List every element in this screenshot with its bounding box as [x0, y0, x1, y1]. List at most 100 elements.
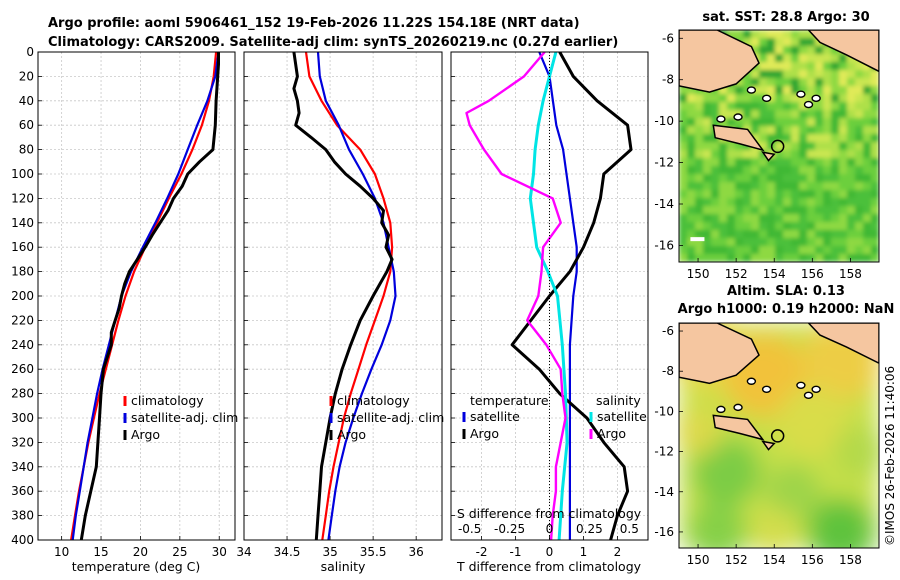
- field-cell: [799, 134, 807, 142]
- field-cell: [855, 254, 863, 262]
- field-cell: [719, 254, 727, 262]
- y-tick-label: -8: [662, 73, 674, 87]
- field-cell: [791, 94, 799, 102]
- field-cell: [839, 54, 847, 62]
- field-cell: [679, 94, 687, 102]
- field-cell: [783, 30, 791, 38]
- field-cell: [703, 230, 711, 238]
- field-cell: [703, 110, 711, 118]
- field-cell: [775, 238, 783, 246]
- field-cell: [687, 110, 695, 118]
- field-cell: [807, 62, 815, 70]
- field-cell: [799, 126, 807, 134]
- field-cell: [767, 134, 775, 142]
- field-cell: [679, 254, 687, 262]
- field-cell: [767, 78, 775, 86]
- field-cell: [751, 134, 759, 142]
- field-cell: [823, 174, 831, 182]
- field-blob: [806, 497, 875, 548]
- map-frame: [678, 29, 880, 263]
- field-cell: [743, 118, 751, 126]
- field-cell: [791, 182, 799, 190]
- field-cell: [775, 246, 783, 254]
- field-cell: [839, 166, 847, 174]
- field-cell: [831, 62, 839, 70]
- salinity-panel: 34 34.5 35 35.5 36 climatology satellite-adj. …: [236, 51, 444, 559]
- field-cell: [783, 54, 791, 62]
- field-cell: [695, 222, 703, 230]
- field-cell: [871, 222, 879, 230]
- field-cell: [807, 166, 815, 174]
- field-cell: [775, 46, 783, 54]
- field-cell: [807, 206, 815, 214]
- field-cell: [743, 166, 751, 174]
- field-cell: [855, 110, 863, 118]
- x-tick-label: 158: [839, 267, 862, 281]
- field-cell: [751, 150, 759, 158]
- field-cell: [743, 110, 751, 118]
- temp-diff-xlabel: T difference from climatology: [456, 559, 642, 574]
- field-cell: [815, 206, 823, 214]
- field-cell: [839, 134, 847, 142]
- field-cell: [735, 166, 743, 174]
- field-cell: [759, 198, 767, 206]
- y-tick-label: -8: [662, 364, 674, 378]
- x-tick-label: 25: [172, 545, 187, 559]
- y-tick-label: 160: [11, 240, 34, 254]
- field-cell: [783, 254, 791, 262]
- field-cell: [855, 166, 863, 174]
- field-cell: [751, 182, 759, 190]
- field-cell: [767, 174, 775, 182]
- y-tick-label: 320: [11, 435, 34, 449]
- field-cell: [679, 142, 687, 150]
- field-cell: [719, 158, 727, 166]
- field-cell: [695, 174, 703, 182]
- field-cell: [863, 166, 871, 174]
- field-cell: [687, 214, 695, 222]
- x-tick-label: 0: [546, 545, 554, 559]
- field-cell: [743, 254, 751, 262]
- land-polygon: [679, 323, 760, 385]
- field-cell: [735, 182, 743, 190]
- field-cell: [831, 78, 839, 86]
- field-cell: [799, 142, 807, 150]
- field-cell: [831, 150, 839, 158]
- field-cell: [687, 134, 695, 142]
- field-cell: [695, 182, 703, 190]
- field-cell: [767, 110, 775, 118]
- field-cell: [703, 126, 711, 134]
- field-cell: [703, 238, 711, 246]
- field-cell: [783, 78, 791, 86]
- field-cell: [871, 142, 879, 150]
- field-cell: [823, 230, 831, 238]
- field-cell: [791, 110, 799, 118]
- field-cell: [871, 134, 879, 142]
- field-cell: [847, 190, 855, 198]
- field-cell: [783, 182, 791, 190]
- field-cell: [807, 150, 815, 158]
- x-tick2-label: 0: [546, 522, 554, 536]
- field-cell: [759, 222, 767, 230]
- field-cell: [735, 254, 743, 262]
- field-cell: [751, 206, 759, 214]
- field-cell: [751, 70, 759, 78]
- field-cell: [767, 198, 775, 206]
- field-cell: [807, 238, 815, 246]
- field-cell: [735, 150, 743, 158]
- field-cell: [839, 158, 847, 166]
- map-content: [679, 323, 879, 548]
- field-cell: [743, 150, 751, 158]
- y-tick-label: 140: [11, 216, 34, 230]
- field-cell: [847, 94, 855, 102]
- field-cell: [871, 86, 879, 94]
- field-cell: [815, 222, 823, 230]
- field-cell: [871, 166, 879, 174]
- field-cell: [735, 94, 743, 102]
- field-cell: [847, 166, 855, 174]
- watermark: ©IMOS 26-Feb-2026 11:40:06: [883, 366, 897, 546]
- field-cell: [767, 70, 775, 78]
- field-cell: [831, 166, 839, 174]
- field-cell: [839, 142, 847, 150]
- field-cell: [687, 254, 695, 262]
- field-cell: [743, 78, 751, 86]
